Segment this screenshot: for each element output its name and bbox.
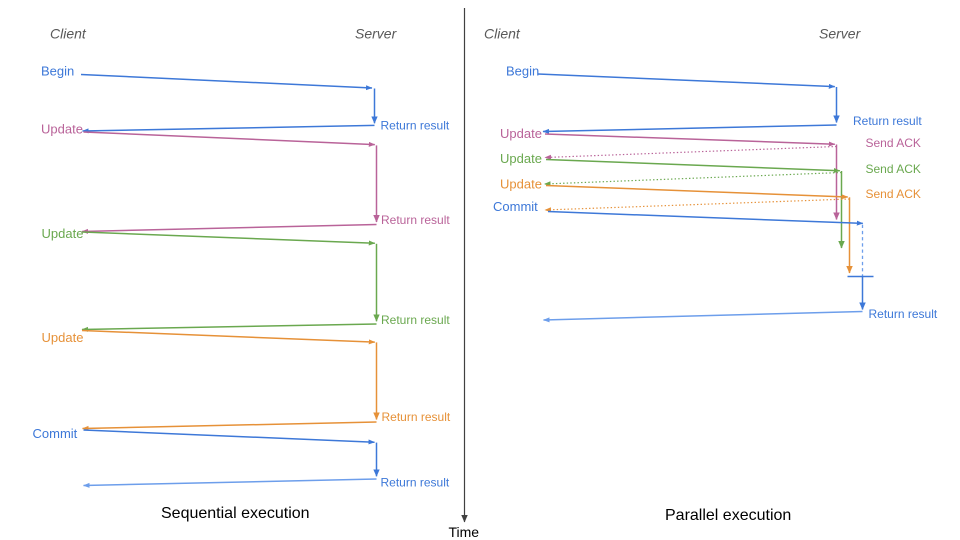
svg-text:Commit: Commit xyxy=(493,199,538,214)
svg-text:Update: Update xyxy=(42,226,84,241)
svg-text:Update: Update xyxy=(500,177,542,192)
svg-text:Begin: Begin xyxy=(506,64,539,79)
svg-text:Sequential execution: Sequential execution xyxy=(161,505,310,522)
svg-text:Server: Server xyxy=(819,26,862,42)
svg-text:Time: Time xyxy=(449,524,480,540)
svg-text:Update: Update xyxy=(41,122,83,137)
svg-text:Commit: Commit xyxy=(33,426,78,441)
svg-text:Update: Update xyxy=(500,126,542,141)
svg-text:Return result: Return result xyxy=(853,114,922,128)
svg-text:Send ACK: Send ACK xyxy=(866,136,921,150)
svg-text:Parallel execution: Parallel execution xyxy=(665,507,791,524)
svg-text:Return result: Return result xyxy=(381,476,450,490)
svg-text:Send ACK: Send ACK xyxy=(866,162,921,176)
svg-text:Server: Server xyxy=(355,26,398,42)
svg-text:Return result: Return result xyxy=(382,410,451,424)
svg-text:Send ACK: Send ACK xyxy=(866,187,921,201)
svg-text:Return result: Return result xyxy=(381,119,450,133)
svg-text:Return result: Return result xyxy=(381,213,450,227)
svg-text:Update: Update xyxy=(500,151,542,166)
svg-text:Begin: Begin xyxy=(41,64,74,79)
svg-text:Return result: Return result xyxy=(869,307,938,321)
svg-text:Return result: Return result xyxy=(381,313,450,327)
svg-text:Update: Update xyxy=(42,330,84,345)
svg-text:Client: Client xyxy=(50,26,87,42)
svg-text:Client: Client xyxy=(484,26,521,42)
